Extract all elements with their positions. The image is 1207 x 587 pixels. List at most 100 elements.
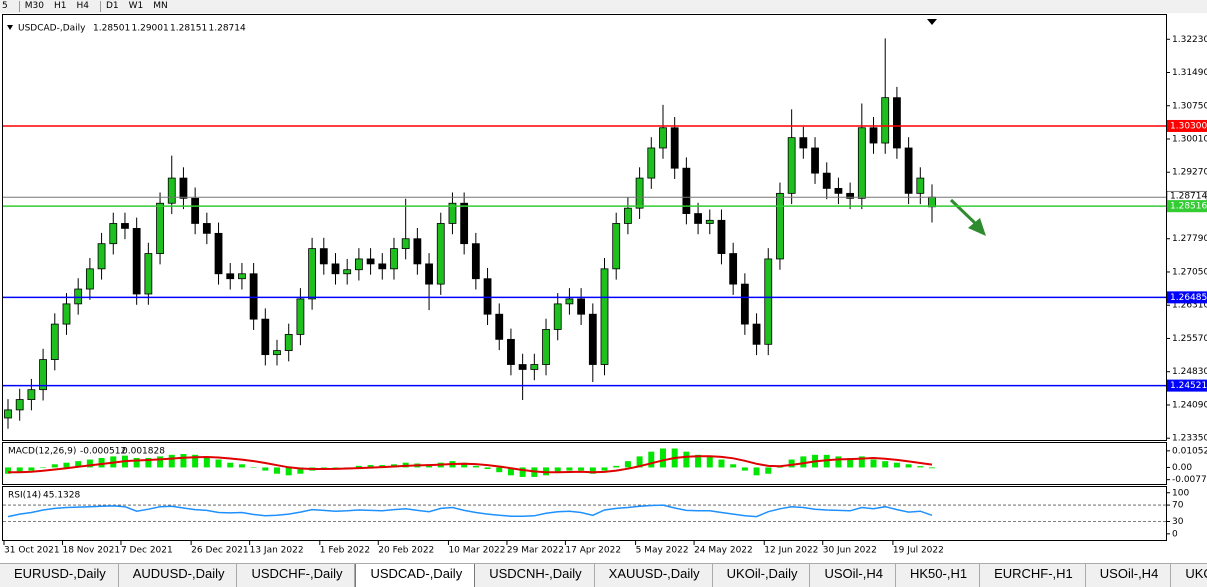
x-tick-label: 31 Oct 2021 xyxy=(4,546,60,556)
candle-body xyxy=(413,238,422,265)
chart-tab[interactable]: XAUUSD-,Daily xyxy=(595,564,713,587)
candle-body xyxy=(167,177,176,204)
chart-tabs: EURUSD-,Daily AUDUSD-,Daily USDCHF-,Daily U… xyxy=(0,563,1207,587)
macd-y-tick-label: -0.00774 xyxy=(1172,475,1207,485)
macd-bar xyxy=(648,451,655,468)
candle-body xyxy=(62,303,71,325)
candle-body xyxy=(647,147,656,179)
macd-bar xyxy=(496,467,503,473)
y-tick-label: 1.23350 xyxy=(1172,434,1207,444)
macd-bar xyxy=(28,467,35,471)
candle-body xyxy=(191,197,200,224)
candle-body xyxy=(764,258,773,345)
candle-body xyxy=(705,219,714,224)
macd-panel xyxy=(2,442,1167,485)
candle-body xyxy=(319,248,328,265)
macd-bar xyxy=(507,467,514,476)
candle-body xyxy=(588,313,597,365)
macd-bar xyxy=(730,464,737,468)
candle-body xyxy=(612,223,621,270)
timeframe-button[interactable]: H1 xyxy=(53,1,67,11)
candle-body xyxy=(542,329,550,365)
rsi-line xyxy=(7,504,933,518)
candle-body xyxy=(495,313,504,340)
y-tick-label: 1.30750 xyxy=(1172,101,1207,111)
rsi-y-tick-label: 0 xyxy=(1172,529,1178,539)
macd-bar xyxy=(788,459,795,468)
chart-tab[interactable]: EURUSD-,Daily xyxy=(0,564,119,587)
timeframe-button[interactable]: H4 xyxy=(76,1,89,11)
candle-body xyxy=(857,127,866,199)
macd-bar xyxy=(215,459,222,468)
x-tick-label: 12 Jun 2022 xyxy=(764,546,818,556)
candle-body xyxy=(226,273,235,280)
shift-marker xyxy=(927,19,937,25)
timeframe-button[interactable]: W1 xyxy=(128,1,144,11)
candle-body xyxy=(565,298,574,305)
chart-tab[interactable]: EURCHF-,H1 xyxy=(980,564,1086,587)
candle-body xyxy=(893,97,901,149)
macd-bar xyxy=(192,454,199,468)
candle-body xyxy=(623,207,632,224)
chart-tab[interactable]: USOil-,H4 xyxy=(810,564,896,587)
candle-body xyxy=(729,253,738,285)
chart-tab[interactable]: UKOil-,Daily xyxy=(713,564,811,587)
candle-body xyxy=(238,273,246,280)
timeframe-button[interactable]: MN xyxy=(153,1,168,11)
chart-tab[interactable]: HK50-,H1 xyxy=(896,564,981,587)
candle-body xyxy=(600,268,609,365)
candle-body xyxy=(156,202,164,254)
timeframe-button[interactable]: 5 xyxy=(2,1,8,11)
candle-body xyxy=(635,177,644,209)
x-tick-label: 20 Feb 2022 xyxy=(378,546,434,556)
macd-bar xyxy=(297,467,304,474)
x-tick-label: 18 Nov 2021 xyxy=(62,546,120,556)
macd-bar xyxy=(180,454,187,468)
macd-bar xyxy=(905,464,912,468)
chart-tab[interactable]: USDCAD-,Daily xyxy=(355,564,476,587)
candle-body xyxy=(366,258,375,265)
macd-bar xyxy=(893,462,900,468)
y-tick-label: 1.25570 xyxy=(1172,334,1207,344)
macd-bar xyxy=(870,459,877,468)
y-tick-label: 1.26310 xyxy=(1172,301,1207,311)
macd-bar xyxy=(203,456,210,468)
candle-body xyxy=(121,223,129,229)
macd-bar xyxy=(624,461,631,468)
separator xyxy=(99,1,101,12)
macd-bar xyxy=(613,465,620,468)
macd-bar xyxy=(227,462,234,468)
chart-tab[interactable]: UKOil-,H4 xyxy=(1171,564,1207,587)
macd-bar xyxy=(168,454,175,468)
timeframe-toolbar: 5 M30 H1 H4 D1 W1 MN xyxy=(0,0,1207,13)
chart-tab[interactable]: AUDUSD-,Daily xyxy=(119,564,238,587)
macd-bar xyxy=(40,467,47,468)
level-label-box xyxy=(1167,200,1207,213)
y-tick-label: 1.32230 xyxy=(1172,35,1207,45)
x-tick-label: 17 Apr 2022 xyxy=(565,546,621,556)
candle-body xyxy=(202,223,211,234)
timeframe-button[interactable]: D1 xyxy=(105,1,119,11)
macd-bar xyxy=(274,467,281,474)
macd-bar xyxy=(285,467,292,476)
chart-tab[interactable]: USOil-,H4 xyxy=(1086,564,1172,587)
candle-body xyxy=(776,192,784,260)
candle-body xyxy=(378,263,387,270)
chart-tab[interactable]: USDCNH-,Daily xyxy=(475,564,595,587)
y-tick-label: 1.24830 xyxy=(1172,367,1207,377)
y-tick-label: 1.30010 xyxy=(1172,134,1207,144)
chart-tab[interactable]: USDCHF-,Daily xyxy=(237,564,356,587)
macd-bar xyxy=(519,467,526,477)
x-tick-label: 10 Mar 2022 xyxy=(448,546,505,556)
macd-bar xyxy=(659,448,666,468)
candle-body xyxy=(109,223,118,245)
collapse-icon xyxy=(7,25,13,30)
macd-bar xyxy=(578,467,585,471)
candle-body xyxy=(460,202,469,245)
macd-bar xyxy=(472,465,479,468)
macd-bar xyxy=(765,467,772,474)
rsi-y-tick-label: 30 xyxy=(1172,517,1184,527)
main-panel xyxy=(2,14,1167,441)
timeframe-button[interactable]: M30 xyxy=(24,1,44,11)
macd-bar xyxy=(484,467,491,470)
